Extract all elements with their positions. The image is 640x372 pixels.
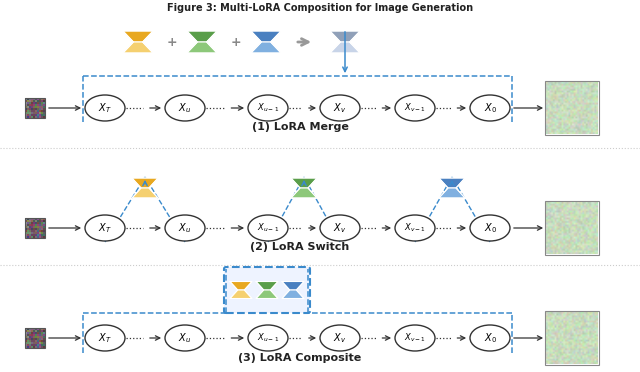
Polygon shape	[187, 42, 217, 53]
Polygon shape	[230, 290, 252, 298]
Text: +: +	[230, 35, 241, 48]
Polygon shape	[132, 188, 158, 198]
Polygon shape	[330, 31, 360, 42]
Ellipse shape	[470, 95, 510, 121]
Text: (1) LoRA Merge: (1) LoRA Merge	[252, 122, 348, 132]
Text: $X_{u-1}$: $X_{u-1}$	[257, 222, 279, 234]
Text: Figure 3: Multi-LoRA Composition for Image Generation: Figure 3: Multi-LoRA Composition for Ima…	[167, 3, 473, 13]
Text: $X_u$: $X_u$	[179, 221, 191, 235]
Ellipse shape	[470, 325, 510, 351]
Text: $X_u$: $X_u$	[179, 331, 191, 345]
Text: (3) LoRA Composite: (3) LoRA Composite	[238, 353, 362, 363]
Polygon shape	[132, 178, 158, 188]
Polygon shape	[187, 31, 217, 42]
Ellipse shape	[248, 325, 288, 351]
Polygon shape	[256, 290, 278, 298]
Text: $X_v$: $X_v$	[333, 221, 347, 235]
Polygon shape	[230, 282, 252, 290]
Polygon shape	[251, 31, 281, 42]
Ellipse shape	[85, 325, 125, 351]
Text: $X_{u-1}$: $X_{u-1}$	[257, 102, 279, 114]
Text: +: +	[166, 35, 177, 48]
Ellipse shape	[470, 215, 510, 241]
Text: $X_0$: $X_0$	[483, 331, 497, 345]
Text: $X_0$: $X_0$	[483, 221, 497, 235]
Ellipse shape	[248, 95, 288, 121]
Text: $X_{u-1}$: $X_{u-1}$	[257, 332, 279, 344]
Ellipse shape	[395, 325, 435, 351]
Polygon shape	[439, 188, 465, 198]
Text: $X_0$: $X_0$	[483, 101, 497, 115]
Text: $X_{v-1}$: $X_{v-1}$	[404, 332, 426, 344]
Text: (2) LoRA Switch: (2) LoRA Switch	[250, 242, 349, 252]
Text: $X_u$: $X_u$	[179, 101, 191, 115]
Ellipse shape	[320, 325, 360, 351]
Text: $X_T$: $X_T$	[98, 101, 112, 115]
Text: $X_T$: $X_T$	[98, 221, 112, 235]
Polygon shape	[282, 282, 304, 290]
Ellipse shape	[248, 215, 288, 241]
Text: $X_{v-1}$: $X_{v-1}$	[404, 102, 426, 114]
Ellipse shape	[165, 215, 205, 241]
Ellipse shape	[85, 215, 125, 241]
Text: $X_T$: $X_T$	[98, 331, 112, 345]
Text: $X_v$: $X_v$	[333, 331, 347, 345]
Polygon shape	[439, 178, 465, 188]
Ellipse shape	[320, 95, 360, 121]
Text: $X_{v-1}$: $X_{v-1}$	[404, 222, 426, 234]
Text: $X_v$: $X_v$	[333, 101, 347, 115]
Polygon shape	[256, 282, 278, 290]
FancyBboxPatch shape	[224, 267, 310, 313]
Polygon shape	[330, 42, 360, 53]
Ellipse shape	[85, 95, 125, 121]
Ellipse shape	[320, 215, 360, 241]
Ellipse shape	[395, 95, 435, 121]
Ellipse shape	[165, 325, 205, 351]
Polygon shape	[291, 178, 317, 188]
Polygon shape	[282, 290, 304, 298]
Polygon shape	[291, 188, 317, 198]
Polygon shape	[123, 31, 153, 42]
Ellipse shape	[165, 95, 205, 121]
Ellipse shape	[395, 215, 435, 241]
Polygon shape	[123, 42, 153, 53]
Polygon shape	[251, 42, 281, 53]
